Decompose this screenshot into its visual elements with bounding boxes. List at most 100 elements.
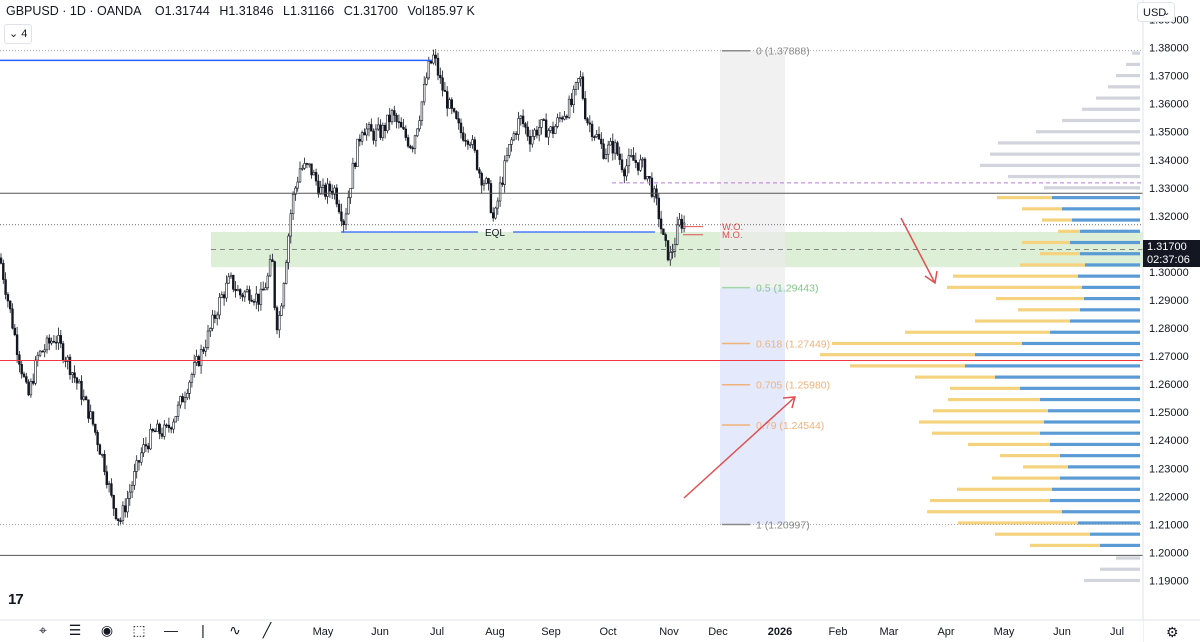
marker-label: W.O.	[722, 222, 743, 233]
candle-body	[20, 364, 23, 375]
candle-body	[324, 184, 327, 197]
candle-body	[595, 134, 598, 138]
candle-body	[128, 491, 131, 499]
vp-row-yellow	[820, 353, 975, 357]
candle-body	[606, 144, 610, 155]
vp-row-blue	[1044, 420, 1140, 424]
candle-body	[91, 411, 95, 425]
candle-body	[342, 220, 345, 225]
vp-row-blue	[975, 353, 1140, 357]
candle-body	[422, 83, 426, 103]
vp-row-yellow	[1042, 218, 1072, 222]
candle-body	[526, 126, 529, 137]
arrow-up	[683, 396, 796, 499]
candle-body	[445, 91, 449, 109]
candle-body	[503, 160, 506, 185]
currency-selector[interactable]: USD ⌄	[1137, 2, 1175, 22]
candle-body	[353, 162, 357, 167]
vp-row-yellow	[996, 296, 1084, 301]
candle-body	[82, 396, 86, 400]
gear-icon[interactable]: ⚙	[1166, 624, 1179, 640]
candle-body	[206, 330, 210, 348]
vp-row-yellow	[1023, 465, 1068, 469]
candle-body	[404, 128, 407, 138]
candle-body	[478, 169, 481, 174]
candle-body	[560, 117, 564, 120]
candle-body	[376, 124, 380, 130]
candle-body	[57, 335, 60, 343]
vp-row-blue	[1080, 308, 1140, 312]
vp-row-yellow	[968, 442, 1050, 447]
sliders-icon[interactable]: ☰	[68, 622, 82, 638]
candle-body	[464, 140, 467, 142]
candle-body	[303, 163, 306, 169]
candle-body	[319, 186, 322, 195]
candle-body	[142, 444, 145, 454]
candle-body	[103, 453, 106, 472]
candle-body	[510, 139, 513, 145]
candle-body	[360, 132, 364, 142]
play-icon[interactable]: ◉	[100, 622, 114, 638]
candle-body	[61, 343, 65, 361]
candle-body	[675, 224, 679, 245]
brush-icon[interactable]: ∿	[229, 622, 241, 638]
candle-body	[0, 257, 3, 264]
candle-body	[9, 300, 12, 310]
candle-body	[531, 136, 534, 145]
candle-body	[252, 301, 256, 303]
candle-body	[551, 126, 555, 134]
vp-row-gray	[1132, 51, 1140, 55]
tradingview-logo[interactable]: 17	[8, 591, 24, 608]
x-tick-label: Mar	[880, 626, 899, 638]
indicators-toggle[interactable]: ⌄ 4	[4, 24, 33, 44]
candle-body	[50, 340, 53, 344]
candle-body	[521, 115, 525, 124]
y-tick-label: 1.35000	[1149, 127, 1189, 139]
candle-body	[613, 142, 617, 154]
vp-row-blue	[1060, 454, 1140, 458]
candle-body	[98, 444, 102, 455]
candle-body	[682, 222, 686, 229]
cursor-icon[interactable]: ⌖	[39, 622, 47, 638]
vertical-line-icon[interactable]: |	[201, 622, 205, 638]
horizontal-line-icon[interactable]: —	[164, 622, 178, 638]
trend-line-icon[interactable]: ╱	[262, 622, 272, 638]
candle-body	[107, 483, 111, 485]
candle-body	[439, 74, 442, 79]
selection-box-icon[interactable]: ⬚	[132, 622, 146, 638]
vp-row-blue	[1060, 476, 1140, 480]
x-tick-label: May	[313, 626, 334, 638]
candle-body	[669, 252, 672, 261]
vp-row-yellow	[995, 532, 1090, 536]
candle-body	[6, 294, 10, 302]
candle-body	[588, 122, 592, 125]
vp-row-gray	[1116, 556, 1140, 560]
candle-body	[326, 183, 329, 197]
vp-row-yellow	[933, 409, 1048, 413]
candle-body	[388, 114, 391, 123]
candle-body	[296, 181, 299, 189]
candle-body	[121, 505, 125, 522]
vp-row-blue	[1080, 252, 1140, 256]
candle-body	[537, 127, 541, 136]
candle-body	[68, 356, 72, 375]
candle-body	[34, 359, 37, 384]
candle-body	[494, 207, 497, 219]
y-tick-label: 1.30000	[1149, 267, 1189, 279]
vp-row-yellow	[1022, 207, 1062, 211]
candle-body	[153, 430, 157, 433]
vp-row-yellow	[832, 341, 1022, 346]
candle-body	[218, 297, 221, 316]
candle-body	[261, 288, 265, 291]
candle-body	[333, 187, 336, 195]
symbol-title[interactable]: GBPUSD · 1D · OANDA	[6, 4, 142, 18]
vp-row-blue	[1050, 498, 1140, 503]
vp-row-yellow	[947, 285, 1082, 289]
volume-value: Vol185.97 K	[407, 4, 475, 18]
vp-row-gray	[1084, 578, 1140, 583]
vp-row-yellow	[1058, 229, 1080, 233]
vp-row-gray	[980, 163, 1140, 167]
candle-body	[317, 180, 320, 195]
vp-row-blue	[1048, 409, 1140, 413]
